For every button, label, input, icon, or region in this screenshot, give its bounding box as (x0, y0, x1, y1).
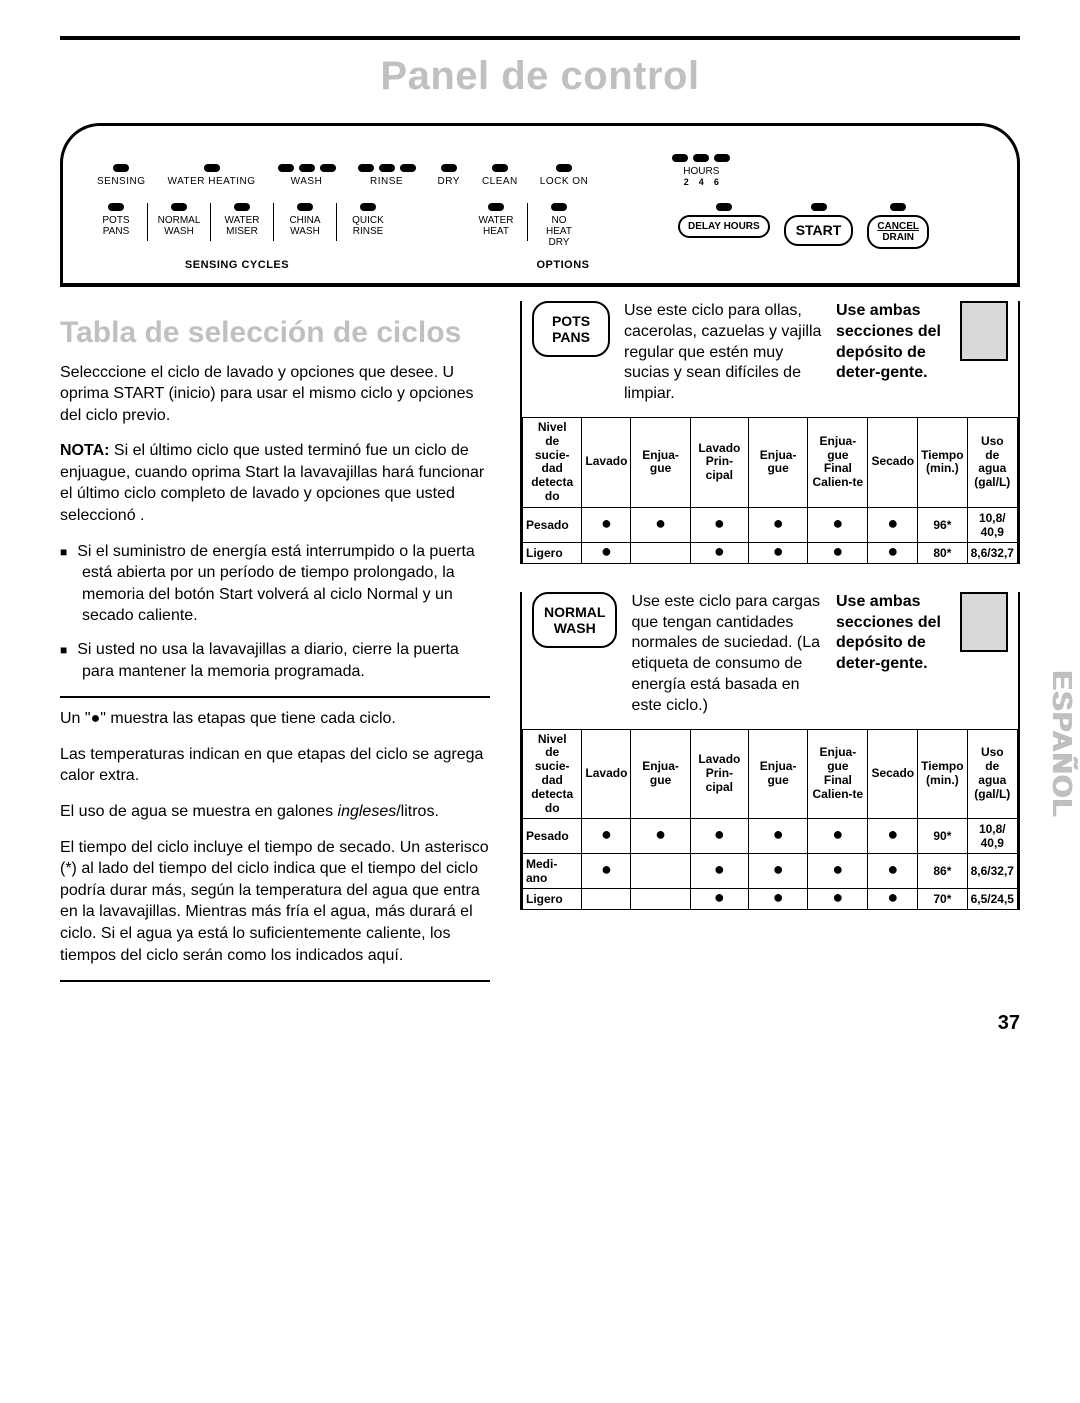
detergent-instructions: Use ambas secciones del depósito de dete… (836, 592, 946, 717)
detergent-icon (960, 592, 1008, 652)
indicator-wash: WASH (278, 164, 336, 187)
cycle-no-heat-dry[interactable]: NOHEATDRY (530, 203, 588, 248)
section-heading: Tabla de selección de ciclos (60, 313, 490, 354)
cycle-table: Niveldesucie-daddetectadoLavadoEnjua-gue… (522, 417, 1018, 564)
intro-text: Selecccione el ciclo de lavado y opcione… (60, 362, 490, 427)
cycle-water-heat[interactable]: WATERHEAT (467, 203, 525, 248)
table-row: Pesado●●●●●●96*10,8/40,9 (523, 507, 1018, 542)
cycle-water-miser[interactable]: WATERMISER (213, 203, 271, 241)
cycle-description: Use este ciclo para ollas, cacerolas, ca… (624, 301, 822, 405)
language-tab: ESPAÑOL (1046, 671, 1078, 818)
cycle-pots-pans[interactable]: POTSPANS (87, 203, 145, 241)
cycle-name-box: POTSPANS (532, 301, 610, 357)
legend-time: El tiempo del ciclo incluye el tiempo de… (60, 837, 490, 967)
detergent-icon (960, 301, 1008, 361)
table-row: Pesado●●●●●●90*10,8/40,9 (523, 819, 1018, 854)
indicator-clean: CLEAN (482, 164, 518, 187)
indicator-dry: DRY (438, 164, 460, 187)
control-panel-diagram: SENSING WATER HEATING WASH RINSE DRY CLEAN LOC… (60, 123, 1020, 287)
sensing-cycles-label: SENSING CYCLES (87, 259, 387, 271)
legend-temp: Las temperaturas indican en que etapas d… (60, 744, 490, 787)
bullet-item: Si el suministro de energía está interru… (82, 541, 490, 627)
cycle-card-normal-wash: NORMALWASHUse este ciclo para cargas que… (520, 592, 1020, 911)
detergent-instructions: Use ambas secciones del depósito de dete… (836, 301, 946, 405)
hours-indicator: HOURS 246 (672, 154, 730, 187)
bullets-list: Si el suministro de energía está interru… (82, 541, 490, 683)
page-title: Panel de control (60, 54, 1020, 99)
cycle-card-pots-pans: POTSPANSUse este ciclo para ollas, cacer… (520, 301, 1020, 564)
indicator-sensing: SENSING (97, 164, 146, 187)
indicator-water-heating: WATER HEATING (168, 164, 256, 187)
delay-hours-button[interactable]: DELAY HOURS (678, 215, 770, 238)
start-button[interactable]: START (784, 215, 854, 246)
indicator-rinse: RINSE (358, 164, 416, 187)
table-row: Ligero●●●●70*6,5/24,5 (523, 889, 1018, 910)
bullet-item: Si usted no usa la lavavajillas a diario… (82, 639, 490, 682)
table-row: Ligero●●●●●80*8,6/32,7 (523, 542, 1018, 563)
legend-water: El uso de agua se muestra en galones ing… (60, 801, 490, 823)
cycle-quick-rinse[interactable]: QUICKRINSE (339, 203, 397, 241)
table-row: Medi-ano●●●●●86*8,6/32,7 (523, 854, 1018, 889)
page-number: 37 (60, 1012, 1020, 1035)
indicator-lock-on: LOCK ON (540, 164, 589, 187)
nota-text: NOTA: Si el último ciclo que usted termi… (60, 440, 490, 526)
cycle-description: Use este ciclo para cargas que tengan ca… (631, 592, 822, 717)
options-label: OPTIONS (503, 259, 623, 271)
legend-dot: Un "●" muestra las etapas que tiene cada… (60, 708, 490, 730)
cycle-name-box: NORMALWASH (532, 592, 617, 648)
cycle-china-wash[interactable]: CHINAWASH (276, 203, 334, 241)
cancel-drain-button[interactable]: CANCEL DRAIN (867, 215, 929, 249)
cycle-table: Niveldesucie-daddetectadoLavadoEnjua-gue… (522, 729, 1018, 911)
cycle-normal-wash[interactable]: NORMALWASH (150, 203, 208, 241)
